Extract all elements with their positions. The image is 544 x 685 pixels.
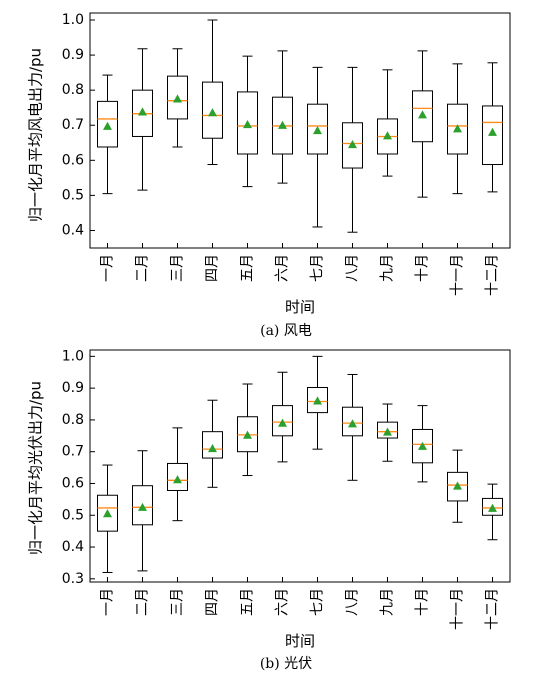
panel-caption: (a) 风电 [260,323,312,339]
x-tick-label: 四月 [205,588,221,616]
plot-area: 0.3 0.4 0.5 0.6 0.7 0.8 0.9 1.0 一月 二月 三月 四月 五月 六月 七月 八月… [62,348,503,630]
mean-marker [313,126,322,135]
mean-marker [208,108,217,117]
box-iqr [342,406,363,437]
y-axis-label: 归一化月平均光伏出力/pu [27,381,45,555]
x-tick-label: 六月 [275,588,291,616]
x-tick-label: 一月 [100,254,116,282]
mean-marker [453,124,462,133]
mean-marker [418,110,427,119]
y-tick-label: 0.3 [62,571,84,587]
box-iqr [167,75,188,120]
x-tick-label: 九月 [380,588,396,616]
y-tick-label: 1.0 [62,12,84,28]
mean-marker [383,131,392,140]
x-tick-label: 一月 [100,588,116,616]
x-tick-label: 十一月 [450,254,466,296]
box-iqr [132,485,153,526]
mean-marker [278,418,287,427]
mean-marker [278,120,287,129]
y-tick-label: 0.7 [62,444,84,460]
box-iqr [97,494,118,532]
x-axis-label: 时间 [285,632,315,650]
plot-frame [89,349,511,583]
x-tick-label: 十月 [415,254,431,282]
y-tick-label: 0.8 [62,82,84,98]
y-tick-label: 0.4 [62,222,84,238]
mean-marker [383,427,392,436]
box-iqr [272,405,293,437]
box-iqr [307,387,328,414]
mean-marker [243,120,252,129]
mean-marker [418,441,427,450]
mean-marker [348,419,357,428]
x-tick-label: 七月 [310,588,326,616]
x-tick-label: 二月 [135,588,151,616]
x-tick-label: 七月 [310,254,326,282]
x-tick-label: 五月 [240,254,256,282]
x-axis-label: 时间 [285,298,315,316]
box-iqr [447,103,468,155]
y-tick-label: 0.5 [62,507,84,523]
x-tick-label: 十二月 [485,254,501,296]
mean-marker [313,396,322,405]
mean-marker [138,107,147,116]
x-tick-label: 八月 [345,254,361,282]
mean-marker [173,94,182,103]
x-tick-label: 十月 [415,588,431,616]
mean-marker [103,121,112,130]
y-tick-label: 0.5 [62,187,84,203]
box-iqr [447,471,468,502]
box-iqr [202,81,223,139]
mean-marker [173,475,182,484]
box-iqr [482,497,503,516]
mean-marker [103,509,112,518]
box-iqr [342,122,363,169]
y-tick-label: 0.9 [62,380,84,396]
panel-caption: (b) 光伏 [260,656,312,672]
box-iqr [307,103,328,155]
y-tick-label: 0.8 [62,412,84,428]
mean-marker [208,444,217,453]
panel-wind: 0.40.50.60.70.80.91.0一月 二月 三月 四月 五月 六月 七月 八月 九月十… [27,12,511,339]
panel-pv: 0.3 0.4 0.5 0.6 0.7 0.8 0.9 1.0 一月 二月 三月 四月 五月 六月 七月 八月… [27,348,511,672]
x-tick-label: 十二月 [485,588,501,630]
x-tick-label: 十一月 [450,588,466,630]
y-tick-label: 0.6 [62,475,84,491]
mean-marker [243,430,252,439]
x-tick-label: 三月 [170,588,186,616]
mean-marker [488,503,497,512]
box-iqr [97,100,118,148]
y-tick-label: 0.7 [62,117,84,133]
y-tick-label: 0.4 [62,539,84,555]
x-tick-label: 六月 [275,254,291,282]
box-iqr [412,428,433,464]
box-iqr [202,431,223,459]
y-tick-label: 0.6 [62,152,84,168]
y-axis-label: 归一化月平均风电出力/pu [27,48,45,222]
mean-marker [138,502,147,511]
y-tick-label: 1.0 [62,348,84,364]
x-tick-label: 二月 [135,254,151,282]
x-tick-label: 九月 [380,254,396,282]
mean-marker [348,140,357,149]
box-iqr [377,421,398,439]
x-tick-label: 八月 [345,588,361,616]
box-iqr [237,91,258,155]
x-tick-label: 五月 [240,588,256,616]
box-iqr [412,90,433,143]
y-tick-label: 0.9 [62,47,84,63]
box-iqr [482,105,503,166]
x-tick-label: 四月 [205,254,221,282]
box-iqr [167,462,188,491]
plot-area: 0.40.50.60.70.80.91.0一月 二月 三月 四月 五月 六月 七月 八月 九月十… [62,12,503,296]
mean-marker [453,481,462,490]
x-tick-label: 三月 [170,254,186,282]
mean-marker [488,127,497,136]
plot-frame [89,12,511,249]
